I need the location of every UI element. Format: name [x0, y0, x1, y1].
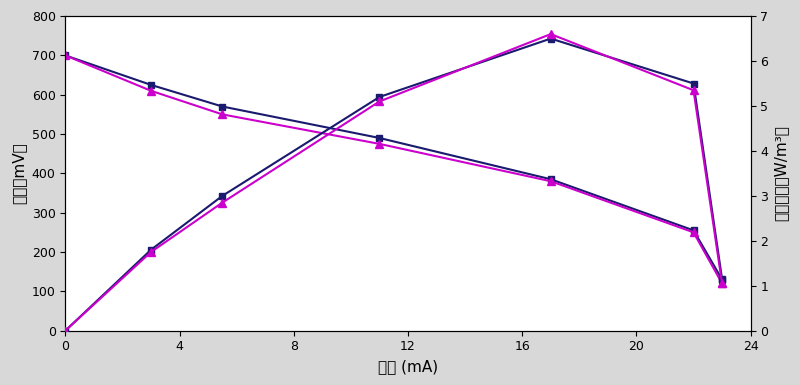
X-axis label: 电流 (mA): 电流 (mA) [378, 359, 438, 374]
Y-axis label: 功率密度（W/m³）: 功率密度（W/m³） [774, 126, 789, 221]
Y-axis label: 电压（mV）: 电压（mV） [11, 142, 26, 204]
